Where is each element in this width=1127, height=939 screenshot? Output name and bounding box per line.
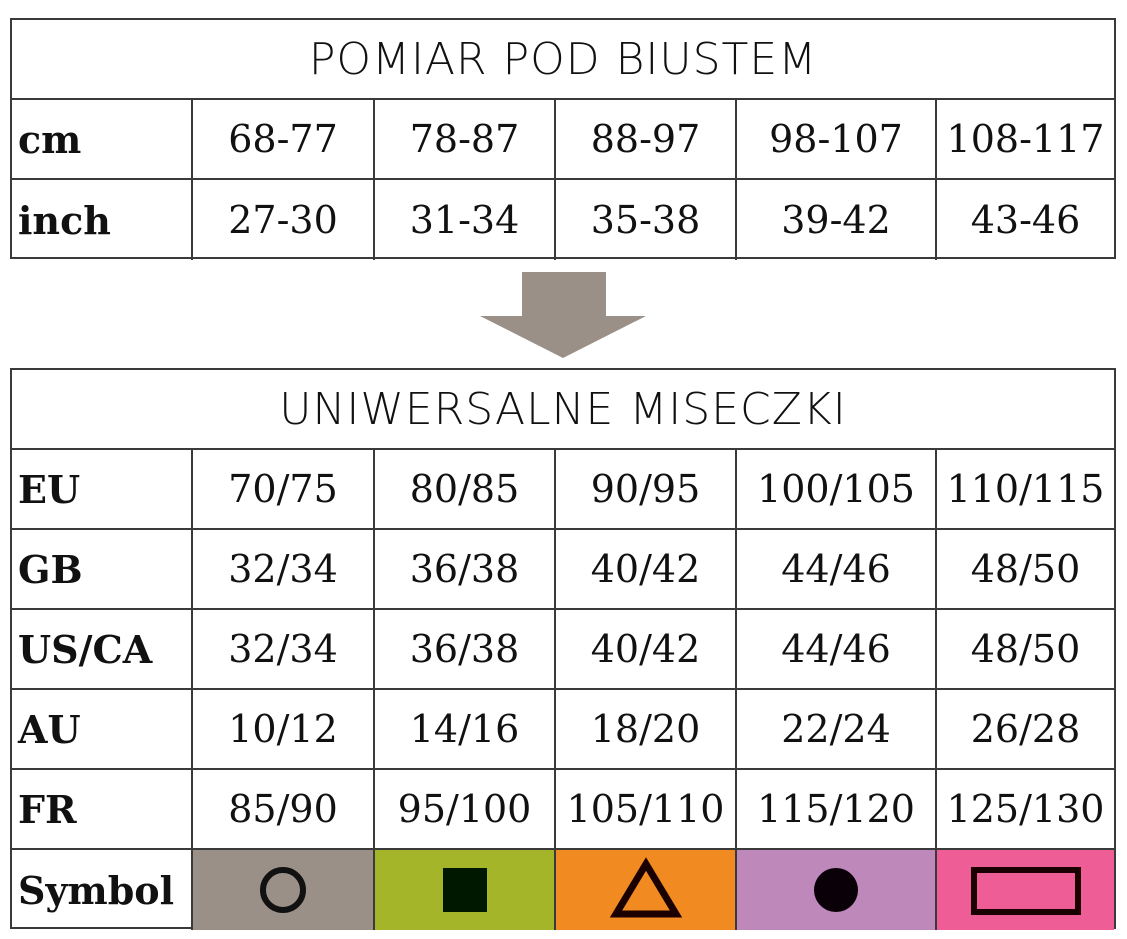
row-label: cm: [12, 100, 193, 178]
size-cell: 35-38: [556, 180, 737, 260]
size-cell: 105/110: [556, 770, 737, 848]
size-cell: 78-87: [375, 100, 556, 178]
row-label: FR: [12, 770, 193, 848]
table-row: AU 10/12 14/16 18/20 22/24 26/28: [12, 690, 1114, 770]
table-row: EU 70/75 80/85 90/95 100/105 110/115: [12, 450, 1114, 530]
row-label: Symbol: [12, 850, 193, 930]
size-cell: 27-30: [193, 180, 375, 260]
size-cell: 44/46: [737, 610, 937, 688]
row-label: inch: [12, 180, 193, 260]
size-cell: 85/90: [193, 770, 375, 848]
size-cell: 36/38: [375, 610, 556, 688]
symbol-cell: [375, 850, 556, 930]
symbol-row: Symbol: [12, 850, 1114, 930]
size-cell: 32/34: [193, 610, 375, 688]
cup-size-table: UNIWERSALNE MISECZKI EU 70/75 80/85 90/95 10…: [10, 368, 1116, 930]
table-row: cm 68-77 78-87 88-97 98-107 108-117: [12, 100, 1114, 180]
underbust-table: POMIAR POD BIUSTEM cm 68-77 78-87 88-97 98-1…: [10, 18, 1116, 260]
size-cell: 39-42: [737, 180, 937, 260]
symbol-cell: [556, 850, 737, 930]
square-filled-icon: [442, 868, 487, 912]
triangle-outline-icon: [609, 857, 682, 918]
circle-outline-icon: [260, 867, 306, 913]
size-cell: 48/50: [970, 627, 1081, 671]
table-row: US/CA 32/34 36/38 40/42 44/46 48/50: [12, 610, 1114, 690]
table-row: GB 32/34 36/38 40/42 44/46 48/50: [12, 530, 1114, 610]
symbol-cell: [737, 850, 937, 930]
size-cell: 31-34: [375, 180, 556, 260]
size-cell: 10/12: [193, 690, 375, 768]
row-label: US/CA: [12, 610, 193, 688]
size-cell: 108-117: [946, 117, 1105, 161]
size-cell: 68-77: [193, 100, 375, 178]
symbol-cell: [193, 850, 375, 930]
size-cell: 95/100: [375, 770, 556, 848]
size-cell: 88-97: [556, 100, 737, 178]
row-label: GB: [12, 530, 193, 608]
size-cell: 44/46: [737, 530, 937, 608]
row-label: EU: [12, 450, 193, 528]
size-cell: 36/38: [375, 530, 556, 608]
symbol-cell: [937, 850, 1114, 930]
table-row: inch 27-30 31-34 35-38 39-42 43-46: [12, 180, 1114, 260]
size-cell: 115/120: [737, 770, 937, 848]
size-cell: 22/24: [737, 690, 937, 768]
size-cell: 125/130: [946, 787, 1105, 831]
circle-filled-icon: [814, 868, 858, 912]
size-cell: 80/85: [375, 450, 556, 528]
underbust-title: POMIAR POD BIUSTEM: [12, 20, 1114, 100]
size-cell: 18/20: [556, 690, 737, 768]
size-cell: 70/75: [193, 450, 375, 528]
size-cell: 14/16: [375, 690, 556, 768]
arrow-down-icon: [480, 272, 646, 358]
size-cell: 90/95: [556, 450, 737, 528]
size-cell: 40/42: [556, 610, 737, 688]
size-cell: 110/115: [946, 467, 1105, 511]
size-cell: 98-107: [737, 100, 937, 178]
size-cell: 40/42: [556, 530, 737, 608]
size-cell: 48/50: [970, 547, 1081, 591]
cup-size-title: UNIWERSALNE MISECZKI: [12, 370, 1114, 450]
size-cell: 100/105: [737, 450, 937, 528]
size-cell: 43-46: [970, 198, 1081, 242]
row-label: AU: [12, 690, 193, 768]
size-cell: 32/34: [193, 530, 375, 608]
rectangle-outline-icon: [970, 867, 1081, 915]
size-cell: 26/28: [970, 707, 1081, 751]
table-row: FR 85/90 95/100 105/110 115/120 125/130: [12, 770, 1114, 850]
